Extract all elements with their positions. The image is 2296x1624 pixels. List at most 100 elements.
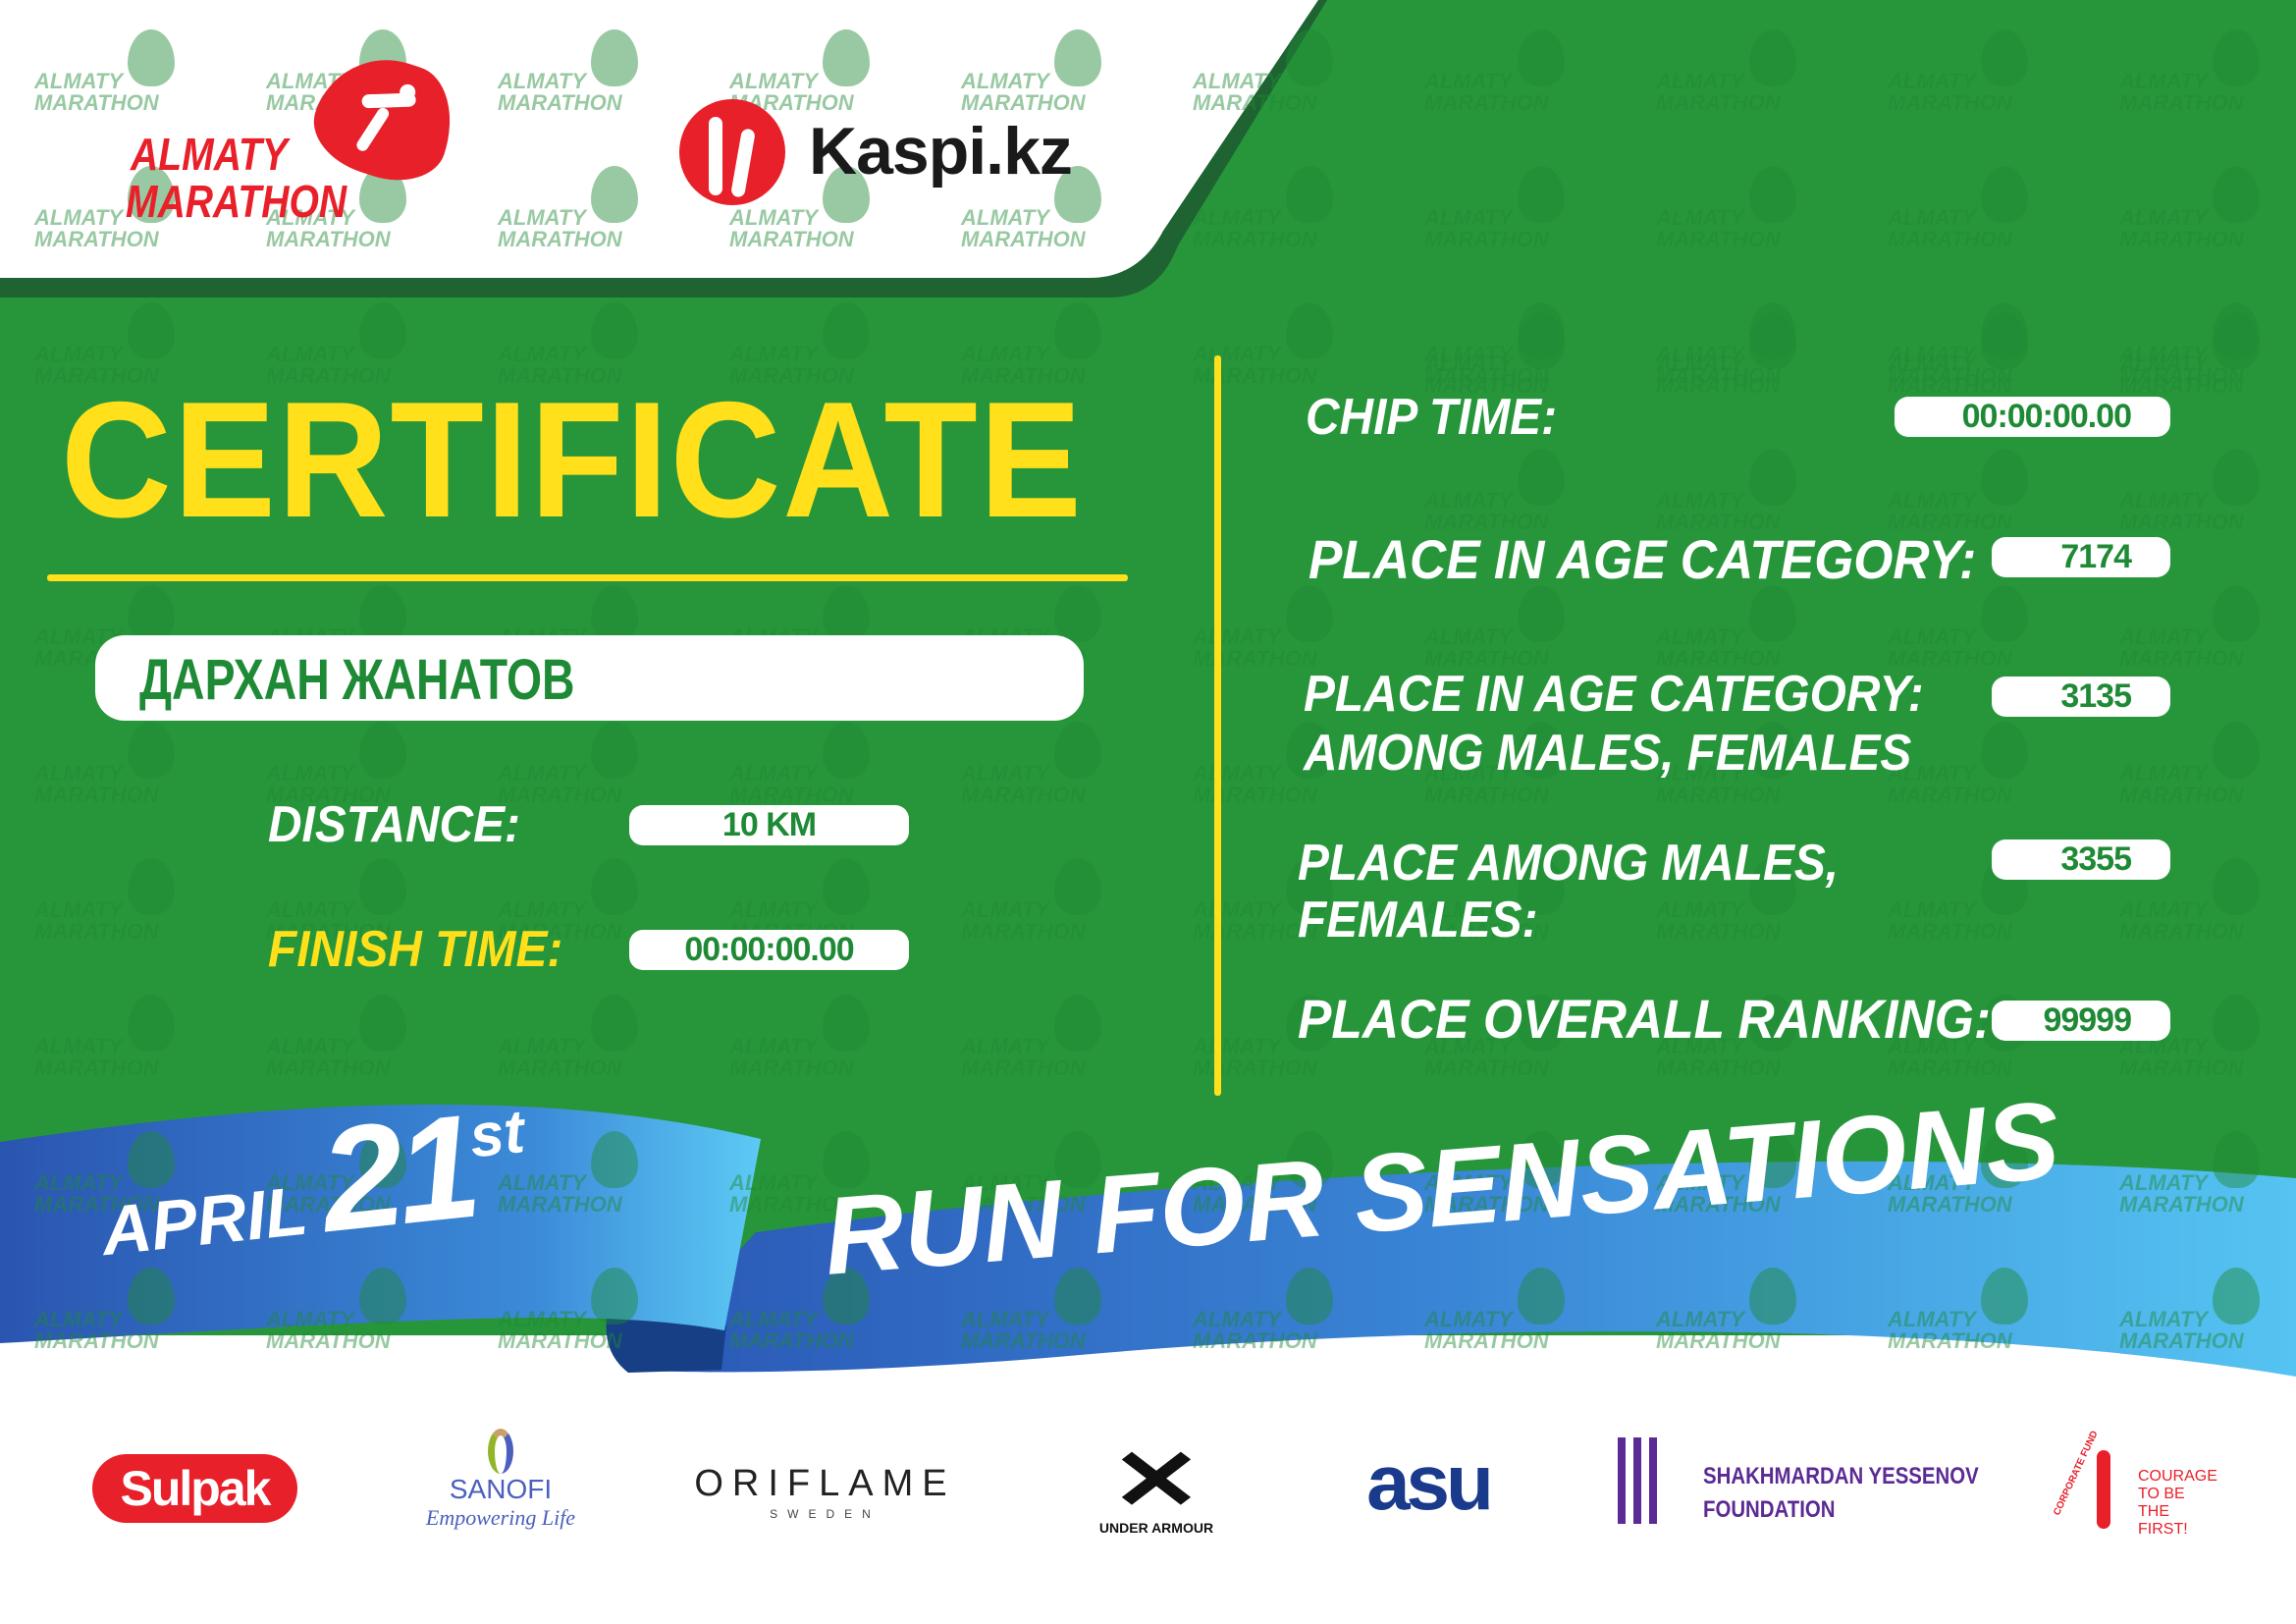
sanofi-icon [488, 1429, 513, 1474]
age-category-gender-value: 3135 [1992, 677, 2170, 717]
date-suffix: st [466, 1098, 528, 1171]
sulpak-logo: Sulpak [92, 1454, 297, 1523]
participant-name-field: ДАРХАН ЖАНАТОВ [95, 635, 1084, 721]
courage-runner-icon [2097, 1450, 2110, 1529]
age-category-value: 7174 [1992, 537, 2170, 577]
runner-drop-icon [301, 40, 468, 195]
sanofi-logo: SANOFI Empowering Life [422, 1429, 579, 1546]
date-month: APRIL [97, 1171, 310, 1271]
almaty-marathon-logo: ALMATY MARATHON [126, 40, 468, 227]
title-underline [47, 574, 1128, 581]
yessenov-foundation-logo: SHAKHMARDAN YESSENOV FOUNDATION [1618, 1434, 1979, 1528]
under-armour-logo: ✕ UNDER ARMOUR [1076, 1438, 1237, 1536]
yessenov-icon [1618, 1437, 1659, 1524]
chip-time-label: CHIP TIME: [1306, 389, 1558, 446]
distance-value: 10 KM [629, 805, 909, 845]
overall-ranking-value: 99999 [1992, 1001, 2170, 1041]
kaspi-icon [679, 99, 785, 205]
finish-time-label: FINISH TIME: [268, 921, 563, 978]
overall-ranking-label: PLACE OVERALL RANKING: [1298, 988, 1992, 1050]
gender-place-value: 3355 [1992, 839, 2170, 880]
certificate-title: CERTIFICATE [61, 367, 1084, 552]
age-category-gender-label-2: AMONG MALES, FEMALES [1304, 725, 1912, 782]
courage-fund-logo: CORPORATE FUND COURAGE TO BE THE FIRST! [2052, 1429, 2217, 1538]
gender-place-label-2: FEMALES: [1298, 892, 1538, 948]
under-armour-icon: ✕ [1110, 1434, 1202, 1528]
date-day: 21 [313, 1082, 482, 1264]
